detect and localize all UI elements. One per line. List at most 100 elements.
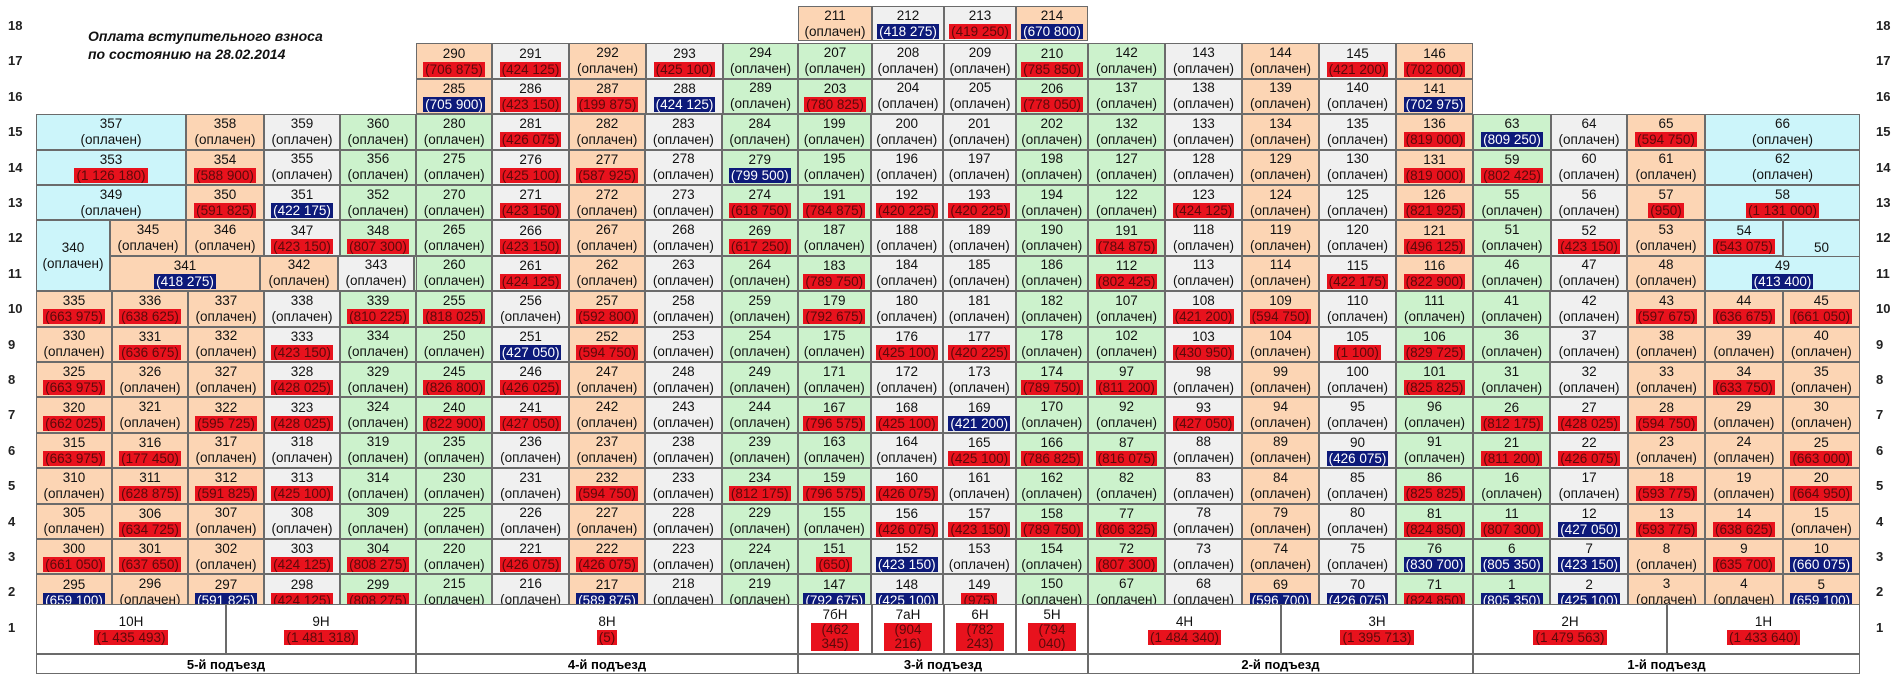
- apartment-cell: 88 (оплачен): [1165, 432, 1242, 469]
- apartment-cell: 136 (819 000): [1396, 114, 1473, 150]
- apartment-cell: 330 (оплачен): [36, 326, 112, 362]
- apartment-cell: 236 (оплачен): [492, 432, 569, 469]
- apartment-number: 50: [1813, 239, 1830, 255]
- apartment-cell: 184 (оплачен): [870, 255, 943, 292]
- apartment-number: 175: [822, 328, 846, 344]
- apartment-number: 272: [595, 186, 619, 202]
- apartment-cell: 34 (633 750): [1705, 362, 1783, 398]
- apartment-number: 98: [1195, 363, 1212, 379]
- apartment-cell: 289 (оплачен): [723, 78, 798, 115]
- payment-status: (660 075): [1790, 557, 1853, 573]
- apartment-cell: 46 (оплачен): [1473, 255, 1551, 292]
- apartment-cell: 249 (оплачен): [721, 362, 798, 398]
- apartment-number: 135: [1346, 115, 1369, 131]
- apartment-cell: 149 (975): [943, 574, 1016, 610]
- apartment-number: 153: [967, 540, 991, 556]
- apartment-cell: 327 (оплачен): [188, 362, 264, 398]
- apartment-cell: 314 (оплачен): [340, 468, 416, 504]
- apartment-number: 67: [1118, 576, 1135, 592]
- payment-status: (426 075): [875, 521, 938, 537]
- apartment-cell: 44 (636 675): [1705, 291, 1783, 327]
- apartment-number: 160: [895, 470, 919, 486]
- ground-unit-cell: 6Н (782 243): [944, 604, 1016, 654]
- apartment-number: 218: [672, 576, 695, 592]
- apartment-cell: 72 (807 300): [1088, 539, 1165, 575]
- apartment-number: 305: [62, 505, 86, 521]
- payment-status: (оплачен): [1636, 592, 1697, 608]
- payment-status: (659 100): [1790, 592, 1853, 608]
- apartment-number: 356: [366, 151, 390, 167]
- apartment-number: 210: [1040, 45, 1064, 61]
- apartment-cell: 58 (1 131 000): [1705, 185, 1860, 221]
- apartment-cell: 43 (597 675): [1627, 291, 1706, 327]
- apartment-cell: 319 (оплачен): [340, 432, 416, 469]
- apartment-number: 44: [1736, 293, 1752, 309]
- payment-status: (оплачен): [1173, 450, 1234, 466]
- payment-status: (421 200): [1326, 61, 1389, 77]
- apartment-cell: 103 (430 950): [1165, 326, 1242, 362]
- apartment-number: 260: [442, 257, 466, 273]
- payment-status: (оплачен): [652, 167, 714, 183]
- payment-status: (оплачен): [1635, 273, 1697, 289]
- floor-label: 12: [1876, 230, 1891, 246]
- payment-status: (оплачен): [1327, 131, 1388, 147]
- payment-status: (423 150): [499, 203, 562, 219]
- payment-status: (оплачен): [1481, 202, 1543, 218]
- payment-status: (оплачен): [347, 450, 409, 466]
- apartment-number: 58: [1774, 187, 1791, 203]
- payment-status: (оплачен): [652, 344, 714, 360]
- payment-status: (оплачен): [345, 273, 407, 289]
- payment-status: (оплачен): [1558, 308, 1620, 324]
- apartment-number: 311: [139, 470, 161, 486]
- apartment-number: 106: [1423, 328, 1446, 344]
- apartment-cell: 26 (812 175): [1473, 397, 1551, 433]
- apartment-number: 105: [1346, 328, 1369, 344]
- payment-status: (оплачен): [1481, 344, 1543, 360]
- apartment-cell: 274 (618 750): [721, 185, 798, 221]
- apartment-cell: 144 (оплачен): [1242, 43, 1319, 79]
- payment-status: (оплачен): [423, 450, 485, 466]
- payment-status: (оплачен): [347, 415, 409, 431]
- apartment-cell: 227 (оплачен): [568, 503, 646, 539]
- apartment-cell: 223 (оплачен): [645, 539, 722, 575]
- apartment-number: 278: [672, 151, 695, 167]
- apartment-cell: 146 (702 000): [1396, 43, 1473, 79]
- payment-status: (589 875): [576, 592, 638, 608]
- apartment-cell: 145 (421 200): [1319, 43, 1396, 79]
- apartment-number: 206: [1040, 80, 1064, 96]
- apartment-cell: 168 (425 100): [870, 397, 943, 433]
- payment-status: (оплачен): [876, 308, 938, 324]
- apartment-number: 295: [62, 576, 86, 592]
- payment-status: (оплачен): [1558, 131, 1620, 147]
- apartment-cell: 150 (оплачен): [1015, 574, 1088, 610]
- apartment-number: 191: [1115, 222, 1138, 238]
- floor-label: 7: [1876, 407, 1884, 423]
- apartment-cell: 7 (423 150): [1550, 539, 1628, 575]
- payment-status: (оплачен): [1327, 379, 1388, 395]
- apartment-cell: 313 (425 100): [264, 468, 340, 504]
- apartment-number: 32: [1581, 363, 1597, 379]
- payment-status: (оплачен): [1558, 167, 1620, 183]
- apartment-number: 94: [1272, 399, 1289, 415]
- apartment-cell: 360 (оплачен): [340, 114, 416, 150]
- ground-unit-number: 7бН: [822, 607, 848, 622]
- apartment-number: 236: [519, 434, 542, 450]
- apartment-number: 242: [595, 399, 619, 415]
- apartment-number: 171: [822, 363, 846, 379]
- apartment-number: 330: [62, 328, 86, 344]
- ground-unit-cell: 8Н (5): [416, 604, 798, 654]
- apartment-cell: 283 (оплачен): [645, 114, 722, 150]
- apartment-number: 334: [366, 328, 390, 344]
- apartment-cell: 296 (оплачен): [112, 574, 188, 610]
- apartment-number: 41: [1504, 292, 1520, 308]
- apartment-cell: 285 (705 900): [416, 78, 492, 115]
- payment-status: (оплачен): [1327, 521, 1388, 537]
- payment-status: (оплачен): [423, 485, 485, 501]
- payment-status: (оплачен): [195, 344, 257, 360]
- apartment-cell: 308 (оплачен): [264, 503, 340, 539]
- apartment-number: 220: [442, 540, 466, 556]
- payment-status: (оплачен): [1096, 344, 1157, 360]
- apartment-cell: 95 (оплачен): [1319, 397, 1396, 433]
- apartment-number: 239: [748, 434, 772, 450]
- payment-status: (423 150): [948, 521, 1011, 537]
